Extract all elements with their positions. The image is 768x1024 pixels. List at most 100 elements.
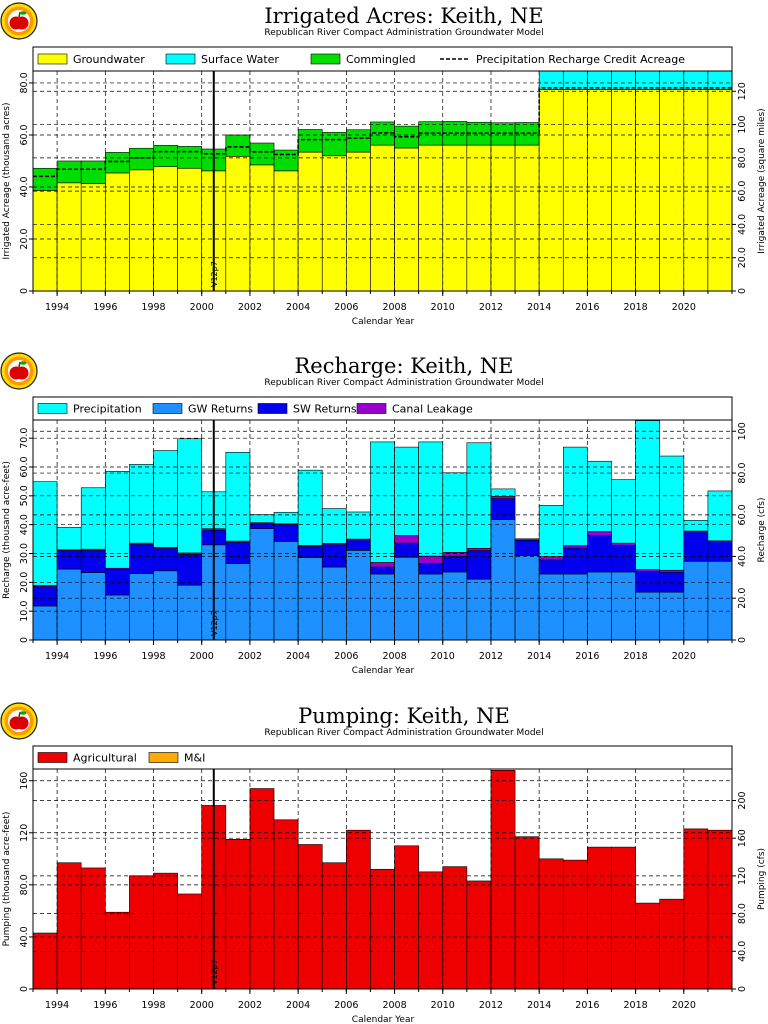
bar-agricultural-1995 bbox=[80, 867, 106, 990]
bar-commingled-2012 bbox=[490, 122, 516, 146]
x-tick-label: 2010 bbox=[431, 651, 455, 662]
y2-tick-label: 120 bbox=[737, 82, 748, 100]
legend-label-canal-leakage: Canal Leakage bbox=[392, 403, 473, 416]
bar-group bbox=[32, 769, 733, 990]
bar-precipitation-2021 bbox=[707, 490, 733, 542]
bar-gw-returns-1993 bbox=[32, 605, 58, 641]
bar-commingled-2004 bbox=[297, 129, 323, 153]
legend-swatch-surface-water bbox=[165, 53, 196, 65]
bar-gw-returns-2008 bbox=[394, 556, 419, 641]
bar-groundwater-2007 bbox=[370, 144, 395, 292]
apple-logo bbox=[0, 2, 38, 40]
y-tick-label: 40.0 bbox=[19, 176, 30, 197]
chart-title: Pumping: Keith, NE bbox=[298, 704, 510, 728]
bar-sw-returns-2017 bbox=[611, 545, 636, 573]
x-tick-label: 2010 bbox=[431, 1000, 455, 1011]
bar-groundwater-2021 bbox=[707, 89, 733, 292]
bar-agricultural-2009 bbox=[418, 871, 444, 990]
x-tick-label: 2008 bbox=[382, 651, 406, 662]
bar-groundwater-1999 bbox=[177, 167, 203, 292]
bar-sw-returns-2014 bbox=[538, 559, 564, 575]
y-tick-label: 0 bbox=[19, 986, 30, 992]
bar-sw-returns-2012 bbox=[490, 498, 516, 520]
bar-sw-returns-2020 bbox=[683, 531, 709, 562]
bar-commingled-2002 bbox=[249, 142, 275, 166]
bar-groundwater-2001 bbox=[225, 156, 251, 292]
y-axis-label: Pumping (thousand acre-feet) bbox=[2, 812, 12, 947]
bar-commingled-1997 bbox=[129, 147, 154, 171]
bar-groundwater-2009 bbox=[418, 144, 444, 292]
y-tick-label: 160 bbox=[19, 772, 30, 790]
legend-label-groundwater: Groundwater bbox=[73, 53, 145, 66]
x-tick-label: 2006 bbox=[334, 651, 358, 662]
bar-canal-leakage-2010 bbox=[442, 552, 468, 557]
y-tick-label: 20.0 bbox=[19, 228, 30, 249]
bar-sw-returns-2009 bbox=[418, 563, 444, 575]
bar-agricultural-2011 bbox=[466, 880, 492, 990]
bar-groundwater-1998 bbox=[153, 166, 178, 292]
bar-gw-returns-2001 bbox=[225, 563, 251, 641]
bar-sw-returns-2021 bbox=[707, 541, 733, 562]
y2-tick-label: 160 bbox=[737, 829, 748, 847]
y-tick-label: 10.0 bbox=[19, 601, 30, 622]
bar-precipitation-2009 bbox=[418, 441, 444, 557]
bar-groundwater-1996 bbox=[105, 172, 130, 292]
legend-label-agricultural: Agricultural bbox=[73, 752, 137, 765]
apple-logo bbox=[0, 702, 38, 740]
bar-gw-returns-2006 bbox=[346, 550, 371, 641]
x-tick-label: 2006 bbox=[334, 1000, 358, 1011]
bar-gw-returns-1998 bbox=[153, 570, 178, 641]
y-tick-label: 80.0 bbox=[19, 72, 30, 93]
y-tick-label: 80.0 bbox=[19, 874, 30, 895]
bar-sw-returns-1997 bbox=[129, 543, 154, 574]
y2-tick-label: 0 bbox=[737, 637, 748, 643]
bar-canal-leakage-2009 bbox=[418, 555, 444, 564]
x-tick-label: 2020 bbox=[672, 302, 696, 313]
bar-sw-returns-2007 bbox=[370, 566, 395, 575]
bar-groundwater-2004 bbox=[297, 151, 323, 292]
bar-canal-leakage-2019 bbox=[659, 569, 685, 573]
bar-commingled-2005 bbox=[321, 132, 347, 157]
x-tick-label: 2018 bbox=[623, 302, 647, 313]
bar-precipitation-2018 bbox=[635, 420, 660, 570]
x-tick-label: 1994 bbox=[45, 651, 69, 662]
x-tick-label: 2000 bbox=[190, 302, 214, 313]
bar-precipitation-2015 bbox=[562, 446, 588, 547]
bar-precipitation-1998 bbox=[153, 450, 178, 548]
bar-gw-returns-2013 bbox=[514, 555, 540, 641]
bar-groundwater-1994 bbox=[56, 182, 82, 292]
x-tick-label: 2020 bbox=[672, 1000, 696, 1011]
bar-gw-returns-1994 bbox=[56, 568, 82, 641]
bar-gw-returns-2011 bbox=[466, 578, 492, 641]
bar-gw-returns-2007 bbox=[370, 573, 395, 641]
bar-agricultural-2006 bbox=[346, 829, 371, 990]
x-tick-label: 2008 bbox=[382, 1000, 406, 1011]
apple-right-lobe bbox=[15, 16, 29, 30]
chart-subtitle: Republican River Compact Administration … bbox=[264, 378, 543, 388]
bar-groundwater-2018 bbox=[635, 89, 660, 292]
y2-tick-label: 80.0 bbox=[737, 462, 748, 483]
bar-precipitation-1993 bbox=[32, 481, 58, 586]
legend-label-gw-returns: GW Returns bbox=[188, 403, 253, 416]
bar-groundwater-2016 bbox=[587, 89, 612, 292]
bar-commingled-2001 bbox=[225, 134, 251, 157]
bar-canal-leakage-2012 bbox=[490, 496, 516, 500]
chart-subtitle: Republican River Compact Administration … bbox=[264, 728, 543, 738]
bar-sw-returns-2001 bbox=[225, 541, 251, 564]
bar-groundwater-1997 bbox=[129, 169, 154, 292]
bar-canal-leakage-2007 bbox=[370, 562, 395, 568]
x-tick-label: 1996 bbox=[93, 1000, 117, 1011]
legend-swatch-precipitation bbox=[37, 403, 68, 414]
bar-groundwater-2006 bbox=[346, 151, 371, 292]
bar-precipitation-2017 bbox=[611, 479, 636, 544]
bar-agricultural-1994 bbox=[56, 862, 82, 990]
legend-swatch-canal-leakage bbox=[356, 403, 387, 414]
legend-swatch-agricultural bbox=[37, 752, 68, 763]
bar-canal-leakage-2017 bbox=[611, 542, 636, 546]
x-tick-label: 2014 bbox=[527, 651, 551, 662]
bar-agricultural-2015 bbox=[562, 859, 588, 990]
apple-leaf bbox=[19, 711, 27, 715]
y-tick-label: 120 bbox=[19, 824, 30, 842]
